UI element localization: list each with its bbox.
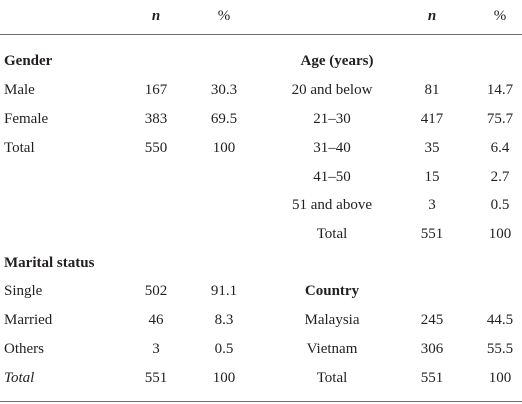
marital-pct: 91.1: [210, 283, 238, 299]
marital-n: 3: [152, 341, 160, 357]
age-n: 417: [420, 111, 444, 127]
marital-n: 502: [144, 283, 168, 299]
gender-total-n: 550: [144, 140, 168, 156]
country-heading: Country: [304, 283, 360, 299]
age-n: 3: [428, 197, 436, 213]
age-label: 41–50: [313, 169, 351, 185]
country-total-n: 551: [420, 370, 444, 386]
marital-label: Single: [4, 283, 43, 299]
marital-total-n: 551: [144, 370, 168, 386]
header-pct-right: %: [493, 8, 507, 24]
gender-n: 383: [144, 111, 168, 127]
marital-label: Others: [4, 341, 44, 357]
gender-total-label: Total: [4, 140, 35, 156]
header-n-left: n: [151, 8, 161, 24]
age-pct: 14.7: [486, 82, 514, 98]
age-total-pct: 100: [488, 226, 512, 242]
age-n: 81: [424, 82, 440, 98]
marital-pct: 8.3: [214, 312, 234, 328]
age-total-label: Total: [316, 226, 348, 242]
gender-pct: 30.3: [210, 82, 238, 98]
bottom-rule: [0, 401, 522, 402]
age-pct: 75.7: [486, 111, 514, 127]
marital-n: 46: [148, 312, 164, 328]
country-label: Vietnam: [306, 341, 358, 357]
gender-pct: 69.5: [210, 111, 238, 127]
header-n-right: n: [427, 8, 437, 24]
age-pct: 6.4: [490, 140, 510, 156]
country-label: Malaysia: [304, 312, 360, 328]
country-n: 306: [420, 341, 444, 357]
age-label: 31–40: [313, 140, 351, 156]
marital-total-pct: 100: [212, 370, 236, 386]
header-pct-left: %: [217, 8, 231, 24]
gender-n: 167: [144, 82, 168, 98]
marital-heading: Marital status: [4, 255, 95, 271]
age-pct: 2.7: [490, 169, 510, 185]
gender-heading: Gender: [4, 53, 53, 69]
marital-label: Married: [4, 312, 53, 328]
age-label: 51 and above: [292, 197, 372, 213]
country-pct: 55.5: [486, 341, 514, 357]
marital-total-label: Total: [4, 370, 35, 386]
country-total-label: Total: [316, 370, 348, 386]
marital-pct: 0.5: [214, 341, 234, 357]
header-rule: [0, 34, 522, 35]
age-total-n: 551: [420, 226, 444, 242]
age-n: 15: [424, 169, 440, 185]
age-label: 21–30: [313, 111, 351, 127]
gender-total-pct: 100: [212, 140, 236, 156]
country-pct: 44.5: [486, 312, 514, 328]
age-pct: 0.5: [490, 197, 510, 213]
gender-label: Male: [4, 82, 35, 98]
country-total-pct: 100: [488, 370, 512, 386]
gender-label: Female: [4, 111, 49, 127]
age-label: 20 and below: [291, 82, 373, 98]
country-n: 245: [420, 312, 444, 328]
age-n: 35: [424, 140, 440, 156]
age-heading: Age (years): [300, 53, 374, 69]
